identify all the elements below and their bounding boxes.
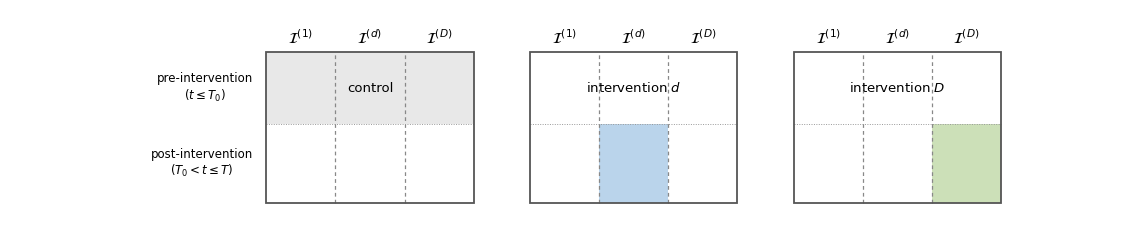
Bar [266,52,473,124]
Text: $\mathcal{I}^{(D)}$: $\mathcal{I}^{(D)}$ [954,29,980,47]
Text: control: control [347,82,393,95]
Text: $\mathcal{I}^{(d)}$: $\mathcal{I}^{(d)}$ [358,29,383,47]
Bar [932,124,1001,203]
Text: pre-intervention
$(t \leq T_0)$: pre-intervention $(t \leq T_0)$ [157,72,254,104]
Text: intervention $D$: intervention $D$ [849,81,946,95]
Text: $\mathcal{I}^{(D)}$: $\mathcal{I}^{(D)}$ [690,29,716,47]
Text: $\mathcal{I}^{(d)}$: $\mathcal{I}^{(d)}$ [885,29,910,47]
Bar [266,52,473,203]
Bar [794,52,1001,203]
Bar [530,52,737,203]
Text: $\mathcal{I}^{(1)}$: $\mathcal{I}^{(1)}$ [816,29,840,47]
Bar [530,52,737,203]
Text: intervention $d$: intervention $d$ [586,81,681,95]
Text: $\mathcal{I}^{(1)}$: $\mathcal{I}^{(1)}$ [552,29,577,47]
Bar [599,124,669,203]
Text: post-intervention
$(T_0 < t \leq T)$: post-intervention $(T_0 < t \leq T)$ [151,148,254,179]
Text: $\mathcal{I}^{(1)}$: $\mathcal{I}^{(1)}$ [288,29,313,47]
Bar [266,52,473,203]
Text: $\mathcal{I}^{(D)}$: $\mathcal{I}^{(D)}$ [425,29,452,47]
Bar [794,52,1001,203]
Text: $\mathcal{I}^{(d)}$: $\mathcal{I}^{(d)}$ [622,29,646,47]
